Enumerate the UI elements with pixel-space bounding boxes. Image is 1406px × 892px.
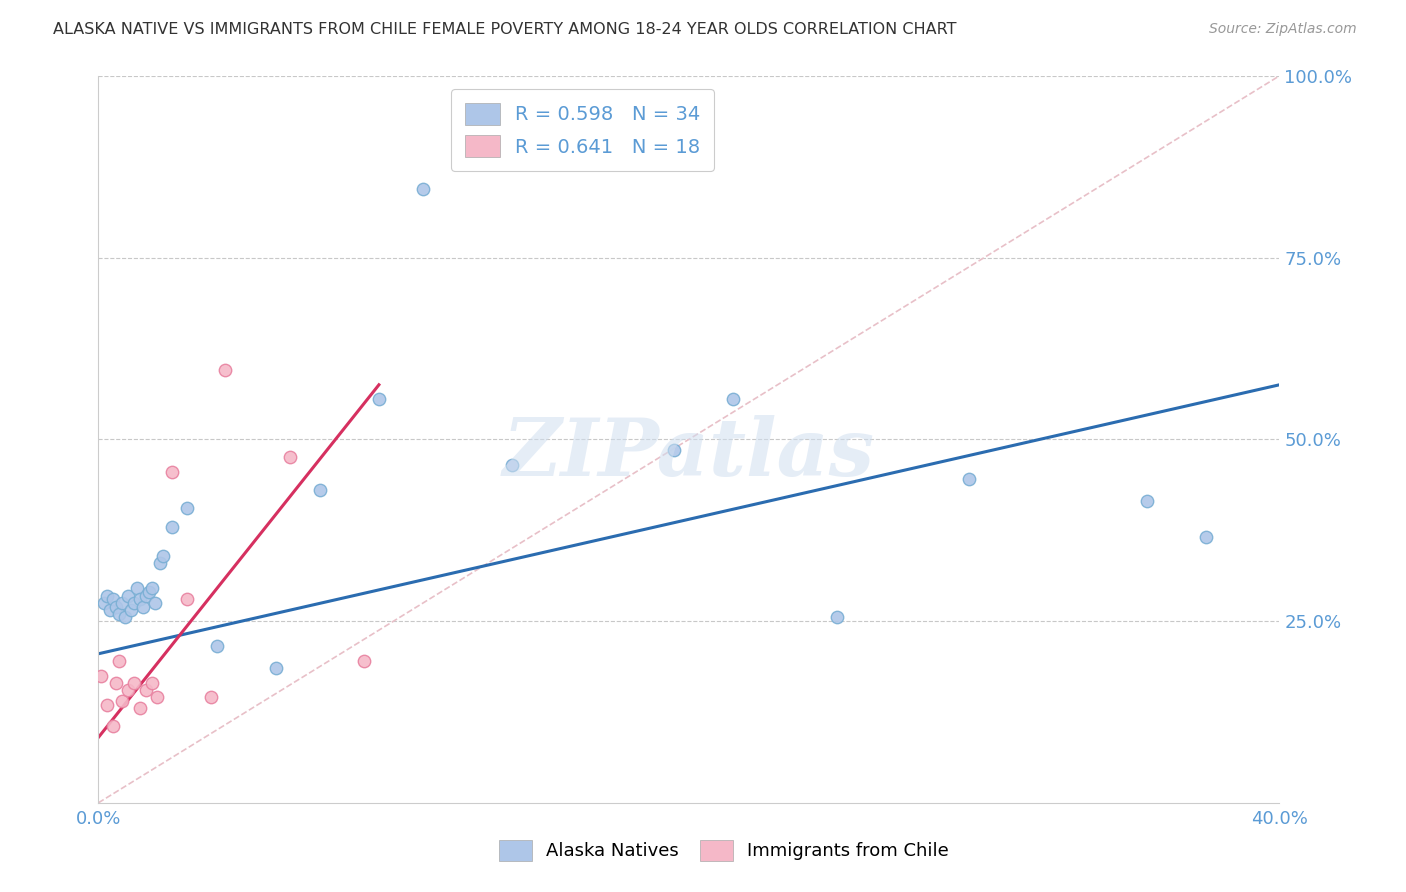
- Point: [353, 654, 375, 668]
- Point: [368, 392, 391, 407]
- Point: [200, 690, 222, 705]
- Point: [103, 592, 125, 607]
- Point: [723, 392, 745, 407]
- Point: [152, 549, 174, 563]
- Point: [96, 698, 118, 712]
- Point: [111, 596, 134, 610]
- Point: [309, 483, 332, 498]
- Point: [143, 596, 166, 610]
- Point: [128, 592, 150, 607]
- Point: [96, 589, 118, 603]
- Text: ALASKA NATIVE VS IMMIGRANTS FROM CHILE FEMALE POVERTY AMONG 18-24 YEAR OLDS CORR: ALASKA NATIVE VS IMMIGRANTS FROM CHILE F…: [53, 22, 957, 37]
- Point: [959, 472, 981, 486]
- Point: [141, 582, 163, 596]
- Legend: Alaska Natives, Immigrants from Chile: Alaska Natives, Immigrants from Chile: [491, 830, 957, 870]
- Point: [149, 556, 172, 570]
- Point: [141, 676, 163, 690]
- Point: [280, 450, 302, 465]
- Point: [135, 683, 157, 698]
- Legend: R = 0.598   N = 34, R = 0.641   N = 18: R = 0.598 N = 34, R = 0.641 N = 18: [451, 89, 714, 171]
- Point: [90, 668, 112, 682]
- Point: [664, 443, 686, 458]
- Point: [138, 585, 160, 599]
- Point: [93, 596, 115, 610]
- Point: [205, 640, 228, 654]
- Point: [105, 599, 128, 614]
- Point: [122, 676, 145, 690]
- Point: [114, 610, 136, 624]
- Point: [103, 719, 125, 733]
- Point: [117, 589, 139, 603]
- Point: [176, 592, 198, 607]
- Point: [162, 519, 183, 533]
- Point: [125, 582, 148, 596]
- Text: Source: ZipAtlas.com: Source: ZipAtlas.com: [1209, 22, 1357, 37]
- Point: [117, 683, 139, 698]
- Point: [120, 603, 142, 617]
- Text: ZIPatlas: ZIPatlas: [503, 415, 875, 492]
- Point: [264, 661, 287, 675]
- Point: [132, 599, 155, 614]
- Point: [1136, 494, 1159, 508]
- Point: [162, 465, 183, 479]
- Point: [122, 596, 145, 610]
- Point: [412, 181, 434, 195]
- Point: [111, 694, 134, 708]
- Point: [128, 701, 150, 715]
- Point: [501, 458, 523, 472]
- Point: [825, 610, 848, 624]
- Point: [108, 607, 131, 621]
- Point: [135, 589, 157, 603]
- Point: [108, 654, 131, 668]
- Point: [214, 363, 236, 377]
- Point: [98, 603, 121, 617]
- Point: [1195, 531, 1218, 545]
- Point: [105, 676, 128, 690]
- Point: [176, 501, 198, 516]
- Point: [146, 690, 169, 705]
